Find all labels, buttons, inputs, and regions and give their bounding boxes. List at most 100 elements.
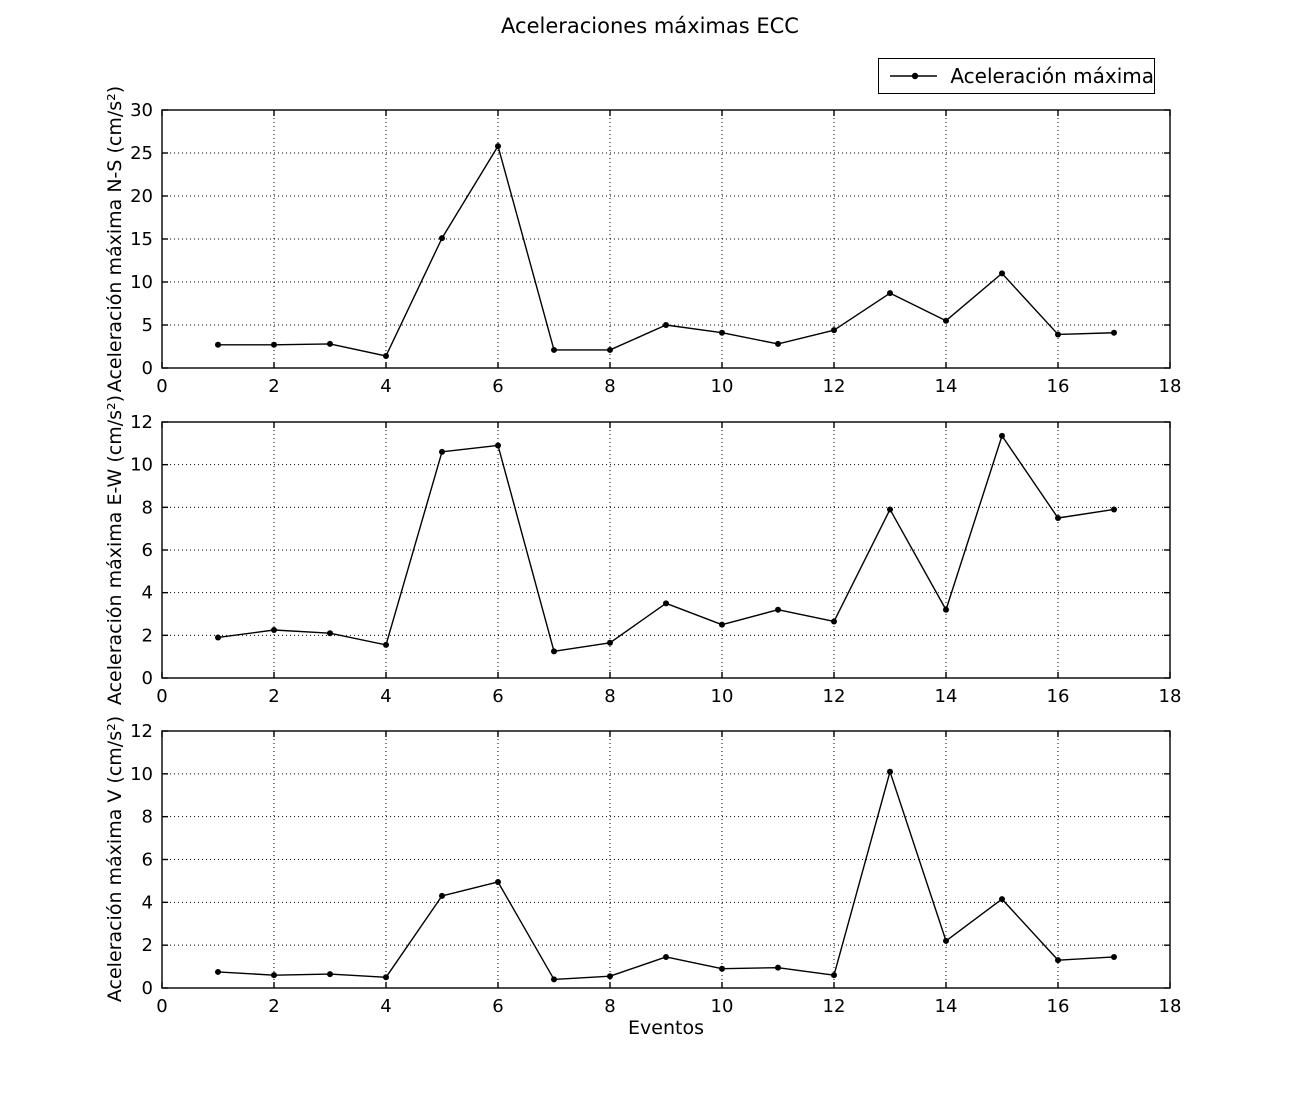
xlabel-eventos: Eventos bbox=[628, 1017, 704, 1039]
x-tick-label: 2 bbox=[268, 376, 279, 397]
data-point bbox=[1055, 957, 1061, 964]
data-point bbox=[439, 448, 445, 455]
data-point bbox=[943, 317, 949, 324]
data-point bbox=[383, 641, 389, 648]
data-point bbox=[663, 322, 669, 328]
legend-label: Aceleración máxima bbox=[950, 64, 1154, 88]
ylabel-v: Aceleración máxima V (cm/s²) bbox=[104, 715, 126, 1003]
x-tick-label: 0 bbox=[156, 686, 167, 707]
data-point bbox=[215, 341, 221, 348]
x-tick-label: 0 bbox=[156, 996, 167, 1017]
data-point bbox=[327, 971, 333, 978]
y-tick-label: 15 bbox=[130, 229, 153, 250]
data-point bbox=[327, 340, 333, 347]
data-point bbox=[383, 974, 389, 981]
y-tick-label: 10 bbox=[130, 272, 153, 293]
data-point bbox=[271, 972, 277, 979]
x-tick-label: 6 bbox=[492, 686, 503, 707]
x-tick-label: 8 bbox=[604, 686, 615, 707]
data-point bbox=[775, 606, 781, 613]
data-point bbox=[495, 442, 501, 449]
data-point bbox=[551, 346, 557, 353]
x-tick-label: 6 bbox=[492, 996, 503, 1017]
data-point bbox=[215, 634, 221, 641]
data-point bbox=[271, 627, 277, 633]
data-point bbox=[327, 630, 333, 637]
data-point bbox=[999, 896, 1005, 903]
y-tick-label: 20 bbox=[130, 186, 153, 207]
data-point bbox=[383, 352, 389, 359]
series-line-v bbox=[217, 770, 1115, 981]
figure-title: Aceleraciones máximas ECC bbox=[501, 14, 799, 38]
x-tick-label: 10 bbox=[711, 376, 734, 397]
x-tick-label: 4 bbox=[380, 996, 391, 1017]
data-point bbox=[1111, 329, 1117, 336]
x-tick-label: 10 bbox=[711, 686, 734, 707]
data-point bbox=[551, 976, 557, 983]
data-point bbox=[1111, 953, 1117, 960]
data-point bbox=[607, 639, 613, 646]
x-tick-label: 6 bbox=[492, 376, 503, 397]
data-point bbox=[831, 618, 837, 625]
x-tick-label: 16 bbox=[1047, 686, 1070, 707]
x-tick-label: 16 bbox=[1047, 376, 1070, 397]
x-tick-label: 8 bbox=[604, 376, 615, 397]
x-tick-label: 10 bbox=[711, 996, 734, 1017]
subplot-e-w: 0 2 4 6 8 10 12 14 16 18 0 2 4 6 8 10 12 bbox=[130, 412, 1181, 707]
y-tick-label: 12 bbox=[130, 721, 153, 742]
x-tick-label: 12 bbox=[823, 996, 846, 1017]
x-tick-label: 12 bbox=[823, 686, 846, 707]
series-line-e-w bbox=[217, 435, 1115, 653]
x-tick-label: 14 bbox=[935, 996, 958, 1017]
data-point bbox=[831, 972, 837, 979]
data-point bbox=[719, 329, 725, 336]
y-tick-label: 10 bbox=[130, 764, 153, 785]
x-tick-label: 12 bbox=[823, 376, 846, 397]
y-tick-label: 10 bbox=[130, 455, 153, 476]
x-tick-label: 18 bbox=[1159, 996, 1182, 1017]
data-point bbox=[1111, 506, 1117, 513]
data-point bbox=[887, 768, 893, 775]
data-point bbox=[551, 648, 557, 655]
x-tick-label: 18 bbox=[1159, 376, 1182, 397]
ylabel-ew: Aceleración máxima E-W (cm/s²) bbox=[104, 394, 126, 706]
data-point bbox=[775, 340, 781, 347]
legend-line-sample bbox=[890, 72, 938, 80]
data-point bbox=[439, 892, 445, 899]
legend-marker-dot bbox=[911, 72, 919, 80]
y-tick-label: 25 bbox=[130, 143, 153, 164]
y-tick-label: 30 bbox=[130, 100, 153, 121]
data-point bbox=[271, 341, 277, 348]
x-tick-label: 8 bbox=[604, 996, 615, 1017]
x-tick-label: 14 bbox=[935, 686, 958, 707]
data-point bbox=[775, 964, 781, 971]
y-tick-label: 0 bbox=[142, 978, 153, 999]
y-tick-label: 12 bbox=[130, 412, 153, 433]
data-point bbox=[607, 973, 613, 980]
y-tick-label: 0 bbox=[142, 668, 153, 689]
y-tick-label: 4 bbox=[142, 583, 153, 604]
x-tick-label: 14 bbox=[935, 376, 958, 397]
y-tick-label: 2 bbox=[142, 935, 153, 956]
data-point bbox=[943, 606, 949, 613]
data-point bbox=[1055, 331, 1061, 338]
data-point bbox=[831, 327, 837, 334]
x-tick-label: 16 bbox=[1047, 996, 1070, 1017]
x-tick-label: 4 bbox=[380, 376, 391, 397]
data-point bbox=[943, 937, 949, 944]
y-tick-label: 0 bbox=[142, 358, 153, 379]
x-tick-label: 18 bbox=[1159, 686, 1182, 707]
data-point bbox=[719, 621, 725, 628]
y-tick-label: 8 bbox=[142, 807, 153, 828]
y-tick-label: 2 bbox=[142, 625, 153, 646]
subplot-v: 0 2 4 6 8 10 12 14 16 18 0 2 4 6 8 10 12 bbox=[130, 721, 1181, 1017]
y-tick-label: 5 bbox=[142, 315, 153, 336]
data-point bbox=[439, 235, 445, 242]
data-point bbox=[999, 270, 1005, 277]
data-point bbox=[1055, 515, 1061, 521]
data-point bbox=[719, 965, 725, 972]
data-point bbox=[887, 506, 893, 513]
x-tick-label: 2 bbox=[268, 686, 279, 707]
